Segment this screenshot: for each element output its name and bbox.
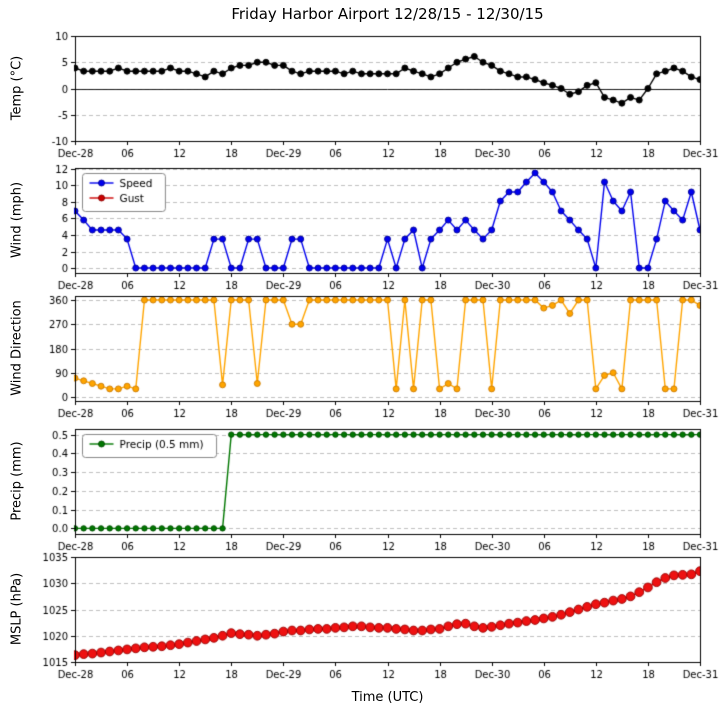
y-axis-label-wind-speed: Wind (mph) — [9, 181, 25, 259]
figure-title: Friday Harbor Airport 12/28/15 - 12/30/1… — [231, 5, 544, 23]
y-axis-label-temp: Temp (°C) — [9, 55, 25, 121]
x-axis-label: Time (UTC) — [351, 690, 424, 705]
y-axis-label-mslp: MSLP (hPa) — [9, 572, 25, 646]
y-axis-label-wind-direction: Wind Direction — [9, 300, 25, 396]
y-axis-label-precip: Precip (mm) — [9, 441, 25, 521]
